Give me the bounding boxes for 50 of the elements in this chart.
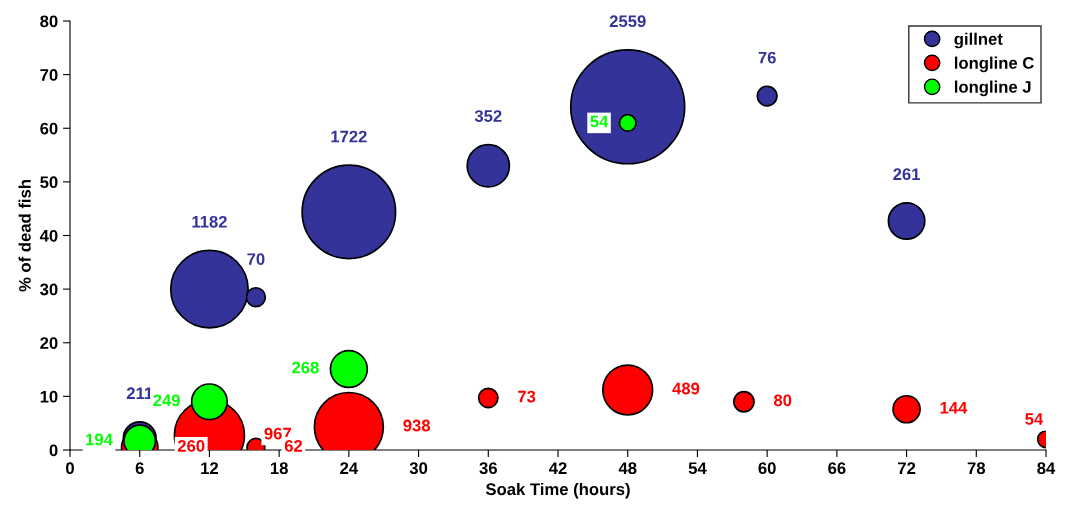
x-tick-label: 0: [66, 462, 74, 475]
x-tick-label: 6: [135, 462, 144, 475]
y-tick-label: 40: [39, 229, 58, 242]
data-label: 938: [403, 419, 431, 432]
data-label: 967: [264, 427, 291, 440]
data-label: 194: [86, 433, 113, 446]
x-tick-label: 18: [270, 462, 288, 475]
y-tick-label: 60: [40, 122, 58, 135]
data-label: 76: [758, 51, 776, 64]
legend-label: gillnet: [954, 32, 1003, 49]
x-axis-title: Soak Time (hours): [485, 482, 630, 499]
y-tick-label: 50: [40, 176, 58, 189]
x-tick-label: 42: [548, 462, 567, 474]
data-label: 352: [474, 110, 502, 122]
legend-label: longline J: [954, 80, 1031, 97]
data-label: 489: [672, 382, 700, 395]
x-tick-label: 48: [618, 462, 637, 475]
x-tick-label: 78: [967, 462, 986, 475]
x-tick-label: 36: [479, 462, 497, 475]
x-tick-label: 66: [828, 462, 846, 475]
y-tick-label: 10: [40, 390, 58, 403]
data-label: 54: [590, 115, 609, 128]
data-label: 260: [177, 439, 205, 452]
data-label: 249: [153, 394, 180, 407]
data-label: 144: [940, 402, 968, 414]
x-tick-label: 60: [758, 462, 776, 475]
data-label: 70: [247, 253, 265, 266]
data-label: 73: [518, 390, 536, 403]
data-label: 80: [773, 394, 792, 407]
y-tick-label: 20: [40, 337, 58, 349]
x-tick-label: 72: [898, 462, 916, 474]
data-label: 1722: [331, 130, 367, 143]
x-tick-label: 24: [340, 462, 359, 474]
x-tick-label: 30: [409, 462, 428, 475]
y-tick-label: 0: [49, 444, 58, 457]
x-tick-label: 84: [1037, 462, 1056, 475]
data-label: 54: [1025, 413, 1044, 425]
data-label: 268: [292, 361, 319, 374]
data-label: 261: [893, 168, 921, 181]
x-tick-label: 54: [688, 462, 707, 475]
data-label: 2559: [609, 15, 646, 28]
x-tick-label: 12: [201, 462, 219, 474]
y-tick-label: 70: [40, 69, 58, 81]
y-tick-label: 30: [40, 283, 58, 296]
data-label: 1182: [192, 215, 227, 228]
data-label: 211: [126, 387, 153, 399]
y-axis-title: % of dead fish: [18, 180, 31, 292]
legend-label: longline C: [954, 56, 1034, 73]
data-label: 62: [284, 439, 303, 452]
y-tick-label: 80: [40, 15, 58, 28]
